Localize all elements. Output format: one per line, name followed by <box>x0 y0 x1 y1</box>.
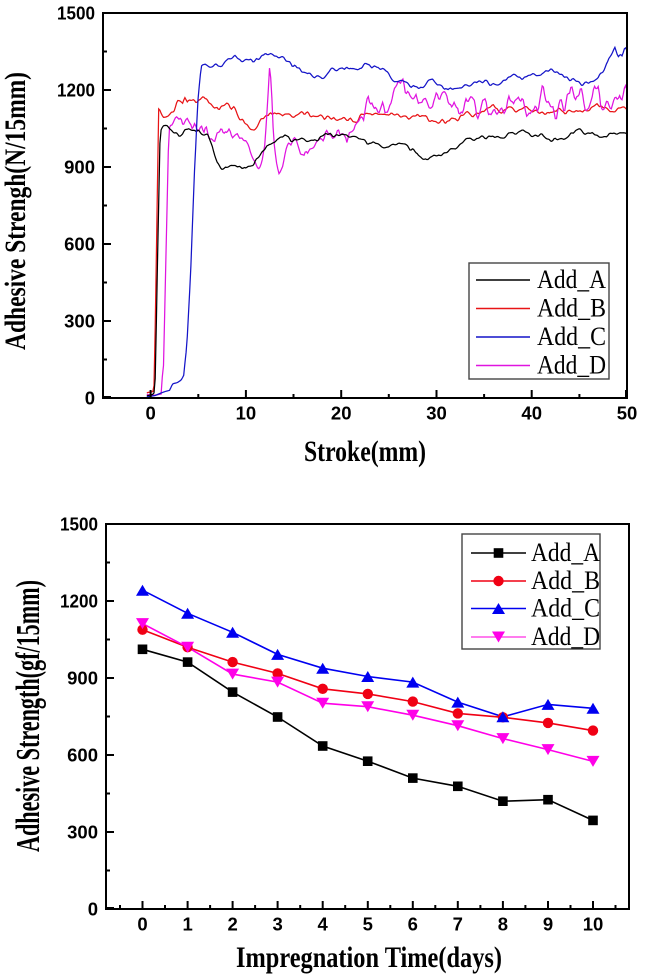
svg-text:4: 4 <box>318 914 329 935</box>
svg-text:6: 6 <box>408 914 418 935</box>
svg-text:Stroke(mm): Stroke(mm) <box>304 435 426 468</box>
svg-text:300: 300 <box>67 822 98 843</box>
svg-text:1200: 1200 <box>57 80 95 101</box>
svg-text:50: 50 <box>617 403 638 424</box>
svg-text:1: 1 <box>182 914 192 935</box>
svg-text:8: 8 <box>498 914 508 935</box>
svg-text:2: 2 <box>227 914 237 935</box>
svg-text:900: 900 <box>67 668 98 689</box>
svg-text:1500: 1500 <box>60 514 98 535</box>
svg-text:40: 40 <box>521 403 542 424</box>
svg-text:0: 0 <box>88 899 98 920</box>
svg-text:Add_C: Add_C <box>531 594 600 623</box>
svg-text:0: 0 <box>145 403 155 424</box>
svg-text:5: 5 <box>363 914 373 935</box>
svg-text:Add_D: Add_D <box>537 351 606 380</box>
svg-text:1500: 1500 <box>57 3 95 24</box>
svg-text:Add_C: Add_C <box>537 322 606 351</box>
svg-text:20: 20 <box>331 403 352 424</box>
svg-text:300: 300 <box>64 311 95 332</box>
svg-text:Adhesive Strengh(N/15mm): Adhesive Strengh(N/15mm) <box>0 72 32 350</box>
svg-text:9: 9 <box>543 914 553 935</box>
svg-text:7: 7 <box>453 914 463 935</box>
svg-text:Impregnation Time(days): Impregnation Time(days) <box>236 941 502 974</box>
svg-text:Add_B: Add_B <box>537 294 606 323</box>
svg-text:Add_B: Add_B <box>531 566 600 595</box>
svg-text:1200: 1200 <box>60 591 98 612</box>
svg-text:600: 600 <box>64 234 95 255</box>
svg-text:Add_A: Add_A <box>531 538 600 567</box>
svg-text:0: 0 <box>137 914 147 935</box>
svg-text:10: 10 <box>236 403 257 424</box>
svg-text:Adhesive Strength(gf/15mm): Adhesive Strength(gf/15mm) <box>10 580 47 852</box>
svg-text:600: 600 <box>67 745 98 766</box>
svg-text:900: 900 <box>64 157 95 178</box>
svg-text:Add_A: Add_A <box>537 265 606 294</box>
svg-text:3: 3 <box>272 914 282 935</box>
svg-text:Add_D: Add_D <box>531 622 600 651</box>
svg-text:0: 0 <box>85 388 95 409</box>
svg-text:10: 10 <box>583 914 604 935</box>
svg-text:30: 30 <box>426 403 447 424</box>
